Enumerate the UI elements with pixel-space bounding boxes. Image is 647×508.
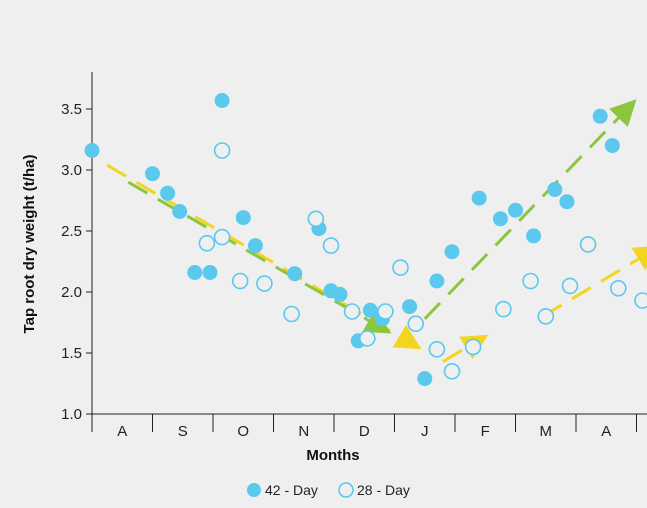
legend-marker-28-day bbox=[338, 482, 354, 498]
y-axis-title: Tap root dry weight (t/ha) bbox=[21, 155, 38, 334]
point-42-day bbox=[214, 93, 230, 108]
point-42-day bbox=[332, 286, 348, 302]
point-42-day bbox=[287, 266, 303, 282]
trend-arrow-head-4 bbox=[631, 246, 647, 271]
chart-axes: 1.0 1.5 2.0 2.5 3.0 3.5 A S O N D J F M A bbox=[61, 72, 647, 440]
x-tick-label: F bbox=[481, 423, 490, 440]
point-42-day bbox=[402, 299, 418, 315]
point-28-day bbox=[428, 340, 446, 358]
x-tick-label: M bbox=[540, 423, 553, 440]
trend-arrow-line-2 bbox=[423, 116, 620, 320]
point-42-day bbox=[508, 202, 523, 218]
x-tick-label: D bbox=[359, 423, 370, 440]
point-28-day bbox=[522, 272, 539, 290]
point-42-day bbox=[187, 265, 203, 280]
point-42-day bbox=[172, 204, 188, 219]
point-42-day bbox=[604, 138, 620, 154]
legend: 42 - Day 28 - Day bbox=[247, 482, 410, 498]
point-28-day bbox=[443, 362, 461, 380]
trend-arrow-head-0 bbox=[392, 325, 422, 350]
point-42-day bbox=[362, 302, 378, 318]
y-tick-label: 1.0 bbox=[61, 406, 82, 423]
point-42-day bbox=[559, 194, 575, 210]
y-tick-label: 2.5 bbox=[61, 223, 82, 240]
point-42-day bbox=[492, 211, 508, 227]
point-28-day bbox=[634, 292, 647, 309]
legend-marker-42-day bbox=[247, 483, 261, 497]
point-42-day bbox=[471, 190, 487, 206]
point-28-day bbox=[343, 303, 361, 320]
point-42-day bbox=[160, 185, 176, 201]
x-tick-label: A bbox=[117, 423, 127, 440]
point-28-day bbox=[561, 277, 579, 295]
point-42-day bbox=[417, 371, 433, 387]
point-42-day bbox=[429, 273, 445, 289]
point-28-day bbox=[609, 279, 627, 297]
point-28-day bbox=[283, 305, 300, 323]
point-42-day bbox=[247, 238, 263, 254]
point-28-day bbox=[256, 275, 273, 292]
point-28-day bbox=[213, 228, 231, 246]
x-tick-label: O bbox=[237, 423, 249, 440]
point-42-day bbox=[202, 265, 218, 280]
point-28-day bbox=[392, 259, 409, 276]
point-28-day bbox=[377, 303, 394, 320]
point-28-day bbox=[322, 237, 340, 254]
point-42-day bbox=[444, 244, 460, 260]
point-28-day bbox=[307, 210, 325, 228]
point-28-day bbox=[495, 300, 512, 318]
point-28-day bbox=[537, 308, 555, 325]
point-28-day bbox=[358, 330, 376, 347]
y-tick-label: 1.5 bbox=[61, 345, 82, 362]
trend-arrow-line-4 bbox=[541, 257, 640, 318]
point-42-day bbox=[526, 228, 542, 244]
x-tick-label: A bbox=[601, 423, 611, 440]
trend-arrow-line-1 bbox=[127, 180, 370, 322]
legend-label-42-day: 42 - Day bbox=[265, 482, 318, 498]
x-axis-title: Months bbox=[306, 447, 359, 464]
x-tick-label: J bbox=[421, 423, 429, 440]
point-28-day bbox=[213, 142, 231, 159]
trend-arrow-line-3 bbox=[442, 346, 467, 363]
y-tick-label: 3.5 bbox=[61, 101, 82, 118]
point-28-day bbox=[231, 272, 249, 290]
point-28-day bbox=[407, 315, 425, 333]
point-28-day bbox=[464, 338, 482, 356]
legend-label-28-day: 28 - Day bbox=[357, 482, 410, 498]
point-42-day bbox=[547, 182, 563, 197]
x-tick-label: S bbox=[178, 423, 188, 440]
x-tick-label: N bbox=[298, 423, 309, 440]
trend-arrow-head-2 bbox=[609, 99, 637, 127]
point-28-day bbox=[198, 234, 216, 252]
y-tick-label: 3.0 bbox=[61, 162, 82, 179]
point-42-day bbox=[145, 166, 160, 182]
y-tick-label: 2.0 bbox=[61, 284, 82, 301]
data-points bbox=[84, 93, 647, 387]
point-28-day bbox=[579, 236, 597, 253]
point-42-day bbox=[235, 210, 251, 226]
point-42-day bbox=[592, 108, 608, 124]
point-42-day bbox=[84, 143, 100, 158]
